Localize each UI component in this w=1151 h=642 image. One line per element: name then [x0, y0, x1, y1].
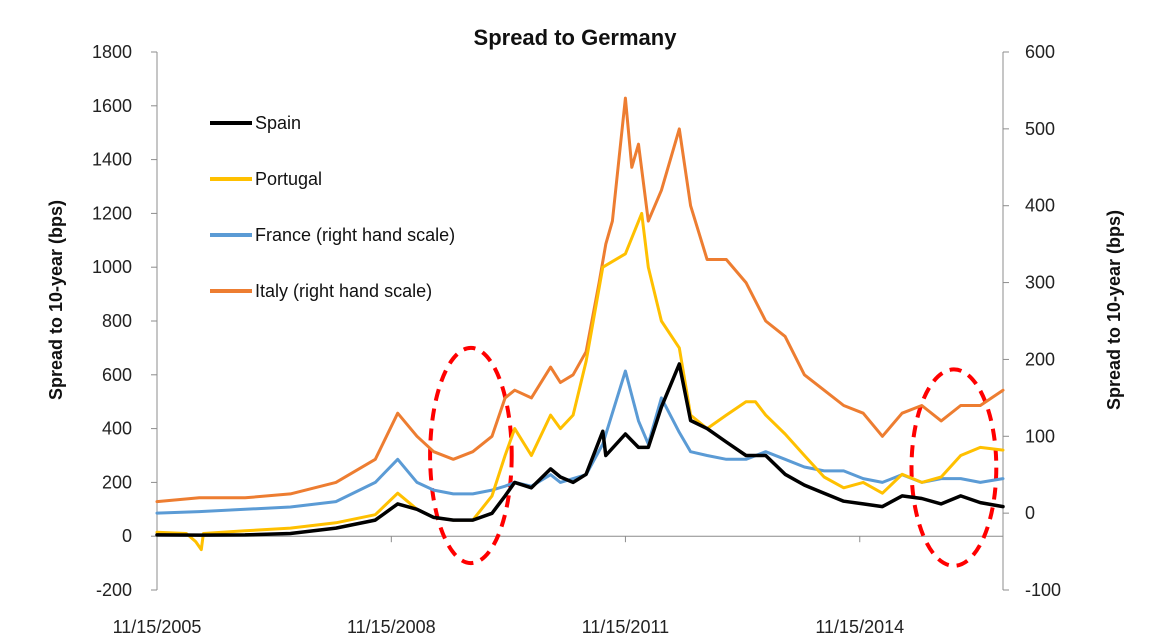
x-tick-label: 11/15/2005 [113, 617, 202, 637]
highlight-ellipse-2 [909, 367, 999, 568]
series-line-portugal [155, 211, 1005, 552]
right-tick-label: 500 [1025, 119, 1055, 139]
left-tick-label: 200 [102, 472, 132, 492]
left-tick-label: 0 [122, 526, 132, 546]
right-tick-label: -100 [1025, 580, 1061, 600]
legend: Spain Portugal France (right hand scale) It… [210, 113, 455, 301]
left-tick-label: -200 [96, 580, 132, 600]
left-tick-label: 1200 [92, 203, 132, 223]
axes: -200020040060080010001200140016001800-10… [92, 42, 1061, 637]
right-tick-label: 300 [1025, 273, 1055, 293]
left-tick-label: 1600 [92, 96, 132, 116]
x-tick-label: 11/15/2014 [815, 617, 904, 637]
x-tick-label: 11/15/2011 [582, 617, 669, 637]
annotations [428, 345, 999, 568]
left-tick-label: 600 [102, 365, 132, 385]
left-tick-label: 1400 [92, 150, 132, 170]
left-tick-label: 400 [102, 419, 132, 439]
x-tick-label: 11/15/2008 [347, 617, 436, 637]
right-axis-label: Spread to 10-year (bps) [1104, 210, 1124, 410]
right-tick-label: 600 [1025, 42, 1055, 62]
right-tick-label: 200 [1025, 349, 1055, 369]
left-axis-label: Spread to 10-year (bps) [46, 200, 66, 400]
right-tick-label: 400 [1025, 196, 1055, 216]
legend-label: France (right hand scale) [255, 225, 455, 245]
left-tick-label: 800 [102, 311, 132, 331]
series-line-italy [155, 96, 1005, 504]
series-line-france [155, 369, 1005, 515]
right-tick-label: 0 [1025, 503, 1035, 523]
left-tick-label: 1000 [92, 257, 132, 277]
series-line-spain [155, 362, 1005, 537]
left-tick-label: 1800 [92, 42, 132, 62]
legend-label: Italy (right hand scale) [255, 281, 432, 301]
series-group [155, 96, 1005, 552]
right-tick-label: 100 [1025, 426, 1055, 446]
chart-title: Spread to Germany [474, 25, 678, 50]
highlight-ellipse-1 [428, 345, 514, 566]
legend-label: Portugal [255, 169, 322, 189]
legend-label: Spain [255, 113, 301, 133]
